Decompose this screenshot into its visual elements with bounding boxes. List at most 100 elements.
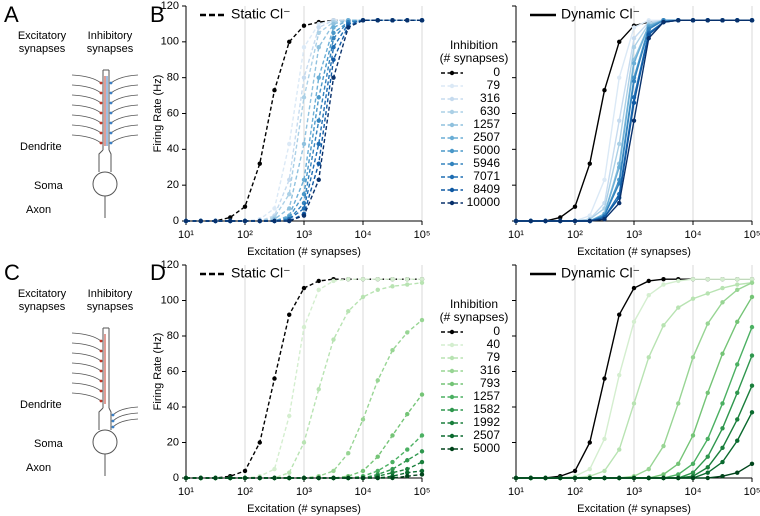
data-point [272, 88, 277, 93]
data-point [228, 218, 233, 224]
excitatory-synapse [71, 332, 102, 342]
data-point [617, 475, 622, 481]
label: Dendrite [20, 399, 62, 411]
data-point [661, 323, 666, 328]
inhibitory-synapse [110, 84, 139, 94]
data-point [301, 324, 307, 330]
data-point [405, 330, 410, 335]
data-point [331, 337, 336, 342]
data-point [646, 355, 651, 360]
inhibitory-synapse [110, 104, 139, 114]
synapse-dot [109, 101, 113, 105]
data-point [331, 36, 336, 41]
data-point [331, 30, 336, 36]
legend-marker [449, 200, 455, 206]
data-point [617, 447, 622, 452]
data-point [617, 39, 622, 45]
legend-label: 1582 [473, 402, 500, 416]
data-point [705, 470, 710, 475]
legend-label: 0 [493, 65, 500, 79]
label: Soma [34, 438, 64, 450]
data-point [617, 200, 622, 206]
data-point [331, 57, 336, 62]
data-point [390, 470, 395, 475]
data-point [301, 23, 307, 28]
synapse-dot [99, 111, 103, 115]
legend-marker [449, 70, 455, 76]
data-point [183, 218, 189, 224]
data-point [331, 75, 336, 80]
label: synapses [19, 43, 66, 55]
x-tick-label: 10¹ [178, 229, 194, 241]
data-point [749, 18, 755, 23]
data-point [287, 191, 292, 197]
data-point [602, 88, 607, 93]
inhibitory-synapse [110, 124, 139, 134]
data-point [346, 25, 351, 30]
synapse-dot [109, 111, 113, 115]
data-point [631, 401, 637, 406]
x-tick-label: 10⁵ [414, 229, 431, 241]
excitatory-synapse [71, 94, 102, 104]
data-point [331, 21, 336, 27]
synapse-dot [99, 81, 103, 85]
synapse-dot [99, 399, 103, 403]
legend-marker [449, 381, 455, 387]
inhibitory-synapse [112, 406, 139, 416]
data-point [690, 475, 696, 481]
data-point [676, 461, 681, 466]
data-point [242, 204, 248, 209]
excitatory-synapse [71, 382, 102, 392]
data-point [272, 206, 277, 211]
data-point [228, 215, 233, 220]
legend-marker [449, 329, 455, 335]
panel-letter: D [150, 260, 166, 285]
data-point [572, 475, 578, 481]
excitatory-synapse [71, 84, 102, 94]
data-point [735, 319, 740, 324]
data-point [375, 277, 380, 282]
excitatory-synapse [71, 352, 102, 362]
excitatory-synapse [71, 114, 102, 124]
data-point [213, 475, 218, 481]
x-tick-label: 10³ [626, 486, 642, 498]
data-point [543, 218, 548, 224]
data-point [346, 277, 351, 282]
data-point [257, 161, 262, 166]
data-point [661, 472, 666, 477]
soma-neck [98, 149, 112, 172]
legend-label: 40 [487, 337, 501, 351]
label: Axon [26, 204, 51, 216]
data-point [735, 277, 740, 282]
data-point [287, 206, 292, 211]
data-point [405, 447, 410, 452]
data-point [735, 287, 740, 293]
data-point [419, 468, 425, 474]
data-point [331, 468, 336, 474]
label: synapses [19, 301, 66, 313]
data-point [720, 277, 725, 282]
legend-label: 2507 [473, 428, 500, 442]
data-point [631, 319, 637, 324]
legend-label: 5000 [473, 441, 500, 455]
data-point [631, 475, 637, 481]
x-tick-label: 10² [237, 229, 253, 241]
synapse-dot [111, 413, 115, 417]
data-point [316, 387, 321, 392]
data-point [631, 45, 637, 50]
data-point [301, 141, 307, 147]
data-point [631, 61, 637, 66]
data-point [301, 75, 307, 80]
data-point [316, 95, 321, 100]
x-tick-label: 10³ [296, 486, 312, 498]
synapse-dot [111, 419, 115, 423]
data-point [661, 282, 666, 287]
data-point [419, 449, 425, 454]
y-tick-label: 0 [173, 215, 179, 227]
data-point [661, 277, 666, 282]
data-point [631, 36, 637, 41]
legend-marker [449, 342, 455, 348]
inhibitory-synapse [110, 94, 139, 104]
legend-label: 8409 [473, 182, 500, 196]
data-point [331, 475, 336, 481]
